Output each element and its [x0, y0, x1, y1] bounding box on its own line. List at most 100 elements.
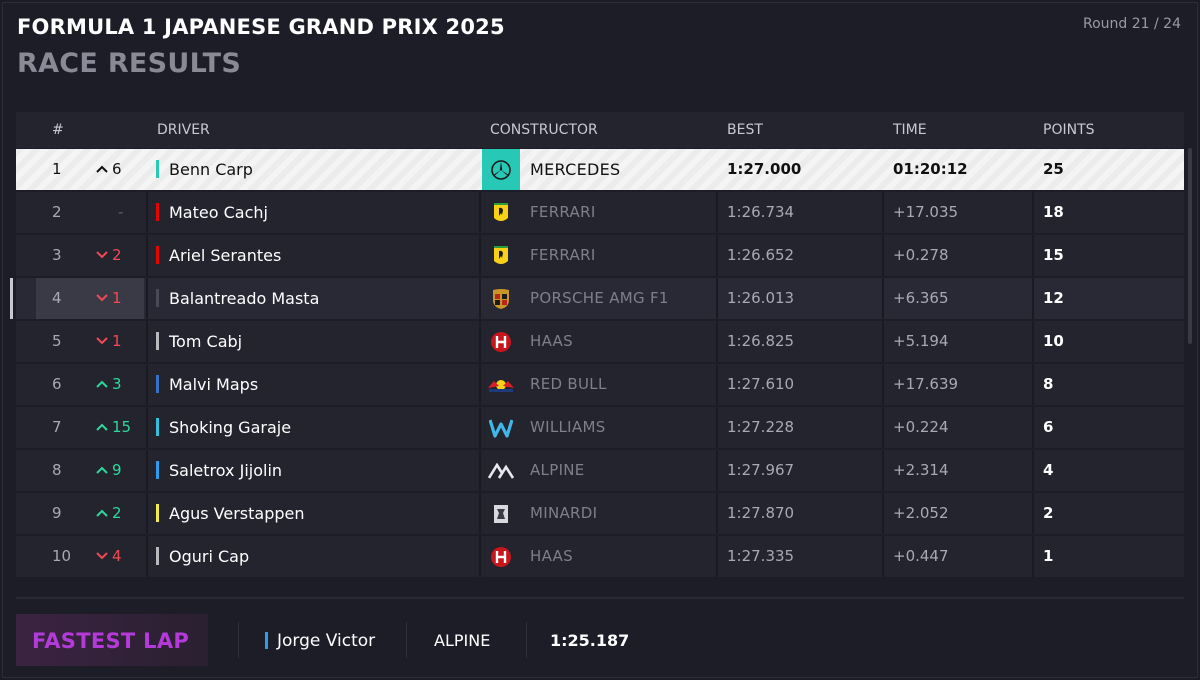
driver-name: Mateo Cachj: [169, 203, 268, 222]
column-divider: [882, 321, 884, 362]
best-lap: 1:27.000: [727, 160, 802, 178]
column-divider: [1032, 450, 1034, 491]
column-divider: [882, 450, 884, 491]
page-title: FORMULA 1 JAPANESE GRAND PRIX 2025: [17, 15, 505, 39]
position-change: 15: [96, 407, 156, 448]
minardi-icon: [482, 493, 520, 534]
ferrari-icon: [482, 192, 520, 233]
fastest-lap-divider: [238, 622, 239, 658]
column-divider: [1032, 536, 1034, 577]
column-divider: [882, 235, 884, 276]
column-divider: [882, 536, 884, 577]
arrow-up-icon: [96, 407, 108, 448]
position-change-value: 6: [112, 160, 122, 178]
column-divider: [146, 536, 148, 577]
table-row[interactable]: 6 3 Malvi Maps RED BULL 1:27.610 +17.639 8: [16, 364, 1184, 405]
arrow-down-icon: [96, 321, 108, 362]
driver-name: Tom Cabj: [169, 332, 243, 351]
team-color-bar: [156, 504, 159, 522]
points-cell: 4: [1043, 461, 1054, 479]
column-divider: [716, 364, 718, 405]
arrow-up-icon: [96, 364, 108, 405]
race-time: +0.224: [893, 418, 949, 436]
table-row[interactable]: 2 - Mateo Cachj FERRARI 1:26.734 +17.035 18: [16, 192, 1184, 233]
header-time: TIME: [893, 122, 927, 138]
header-points: POINTS: [1043, 122, 1095, 138]
column-divider: [146, 407, 148, 448]
position-change-value: 2: [112, 504, 122, 522]
position-change-value: 1: [112, 289, 122, 307]
williams-icon: [482, 407, 520, 448]
fastest-lap-driver: Jorge Victor: [277, 631, 376, 651]
points-cell: 15: [1043, 246, 1064, 264]
table-row[interactable]: 7 15 Shoking Garaje WILLIAMS 1:27.228 +0.224 6: [16, 407, 1184, 448]
column-divider: [479, 450, 481, 491]
table-row[interactable]: 3 2 Ariel Serantes FERRARI 1:26.652 +0.278 15: [16, 235, 1184, 276]
race-time: +2.052: [893, 504, 949, 522]
column-divider: [882, 493, 884, 534]
position-change-value: -: [118, 203, 124, 221]
points-cell: 6: [1043, 418, 1054, 436]
mercedes-icon: [482, 149, 520, 190]
haas-icon: [482, 321, 520, 362]
points-cell: 18: [1043, 203, 1064, 221]
best-lap: 1:26.734: [727, 203, 795, 221]
position-change-value: 9: [112, 461, 122, 479]
column-divider: [479, 235, 481, 276]
column-divider: [146, 235, 148, 276]
position-cell: 10: [52, 547, 72, 565]
position-change: 6: [96, 149, 156, 190]
column-divider: [479, 192, 481, 233]
position-cell: 6: [52, 375, 62, 393]
constructor-name: FERRARI: [530, 246, 596, 264]
team-color-bar: [156, 547, 159, 565]
column-divider: [882, 192, 884, 233]
table-row[interactable]: 4 1 Balantreado Masta PORSCHE AMG F1 1:26.01…: [10, 278, 1184, 319]
selection-marker: [10, 278, 13, 319]
table-row[interactable]: 8 9 Saletrox Jijolin ALPINE 1:27.967 +2.314 4: [16, 450, 1184, 491]
position-change-value: 2: [112, 246, 122, 264]
driver-name: Benn Carp: [169, 160, 253, 179]
table-row[interactable]: 5 1 Tom Cabj HAAS 1:26.825 +5.194 10: [16, 321, 1184, 362]
column-divider: [479, 536, 481, 577]
best-lap: 1:26.825: [727, 332, 795, 350]
best-lap: 1:27.870: [727, 504, 795, 522]
points-cell: 10: [1043, 332, 1064, 350]
driver-name: Ariel Serantes: [169, 246, 282, 265]
table-row[interactable]: 10 4 Oguri Cap HAAS 1:27.335 +0.447 1: [16, 536, 1184, 577]
table-row[interactable]: 9 2 Agus Verstappen MINARDI 1:27.870 +2.052 2: [16, 493, 1184, 534]
arrow-down-icon: [96, 536, 108, 577]
arrow-up-icon: [96, 493, 108, 534]
position-change-value: 4: [112, 547, 122, 565]
column-divider: [716, 450, 718, 491]
column-divider: [146, 493, 148, 534]
position-change-value: 15: [112, 418, 132, 436]
column-divider: [716, 407, 718, 448]
race-time: +17.639: [893, 375, 959, 393]
scrollbar[interactable]: [1188, 148, 1192, 344]
position-change: -: [96, 192, 156, 233]
redbull-icon: [482, 364, 520, 405]
race-time: +2.314: [893, 461, 949, 479]
table-header: # DRIVER CONSTRUCTOR BEST TIME POINTS: [16, 112, 1184, 148]
fastest-lap-divider: [526, 622, 527, 658]
team-color-bar: [156, 418, 159, 436]
table-row[interactable]: 1 6 Benn Carp MERCEDES 1:27.000 01:20:12 25: [16, 149, 1184, 190]
driver-name: Oguri Cap: [169, 547, 250, 566]
column-divider: [479, 278, 481, 319]
driver-name: Balantreado Masta: [169, 289, 320, 308]
constructor-name: MINARDI: [530, 504, 598, 522]
fastest-lap-bar: FASTEST LAP Jorge Victor ALPINE 1:25.187: [16, 614, 1184, 666]
arrow-down-icon: [96, 235, 108, 276]
header-pos: #: [52, 122, 64, 138]
column-divider: [716, 235, 718, 276]
position-cell: 2: [52, 203, 62, 221]
column-divider: [1032, 364, 1034, 405]
header-constructor: CONSTRUCTOR: [490, 122, 598, 138]
driver-name: Malvi Maps: [169, 375, 259, 394]
position-change: 2: [96, 235, 156, 276]
team-color-bar: [156, 332, 159, 350]
fastest-lap-time: 1:25.187: [550, 631, 630, 650]
position-change-value: 1: [112, 332, 122, 350]
position-change: 9: [96, 450, 156, 491]
